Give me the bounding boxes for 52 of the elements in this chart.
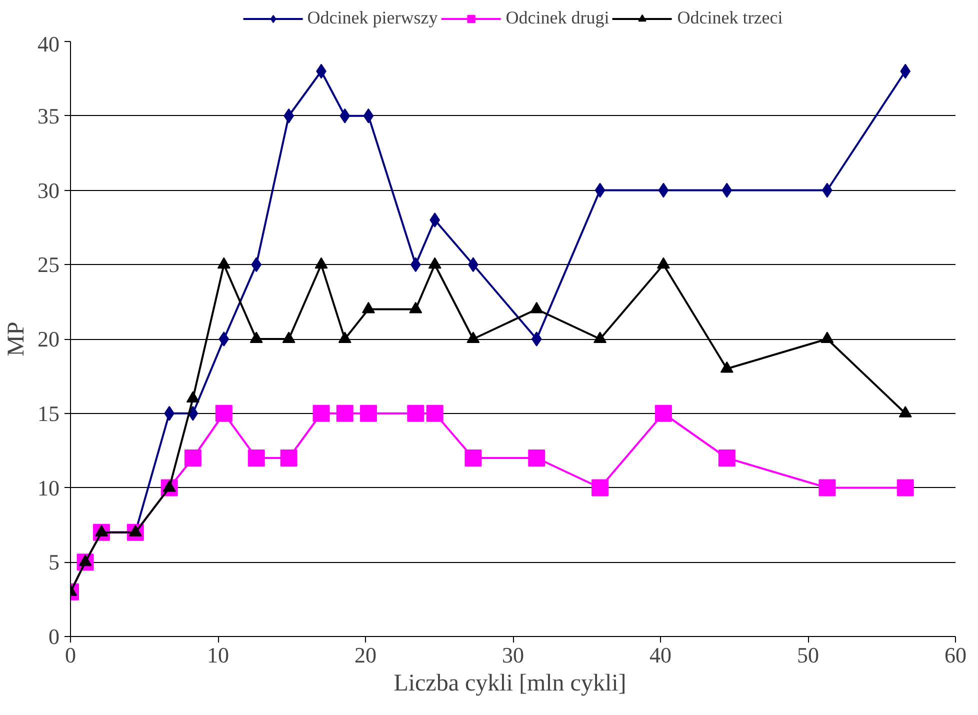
point [654, 404, 672, 422]
point [428, 257, 442, 269]
point [340, 108, 350, 124]
x-tick-label: 20 [354, 642, 376, 668]
point [528, 450, 546, 466]
legend-label: Odcinek pierwszy [307, 8, 438, 28]
point [363, 108, 374, 124]
point [280, 450, 298, 466]
point [215, 404, 232, 422]
point [360, 404, 377, 422]
y-tick-label: 30 [38, 178, 60, 203]
y-tick-label: 10 [38, 475, 60, 500]
y-tick-label: 0 [48, 624, 60, 649]
point [531, 332, 542, 346]
point [896, 479, 914, 496]
point [722, 182, 732, 198]
legend-label: Odcinek trzeci [677, 8, 783, 28]
point [248, 450, 265, 466]
point [592, 479, 609, 496]
y-tick-label: 40 [38, 32, 60, 56]
point [818, 479, 836, 496]
point [594, 182, 606, 198]
x-tick-label: 50 [797, 642, 819, 668]
point [718, 450, 736, 466]
legend-label: Odcinek drugi [506, 8, 610, 28]
x-tick-label: 60 [944, 642, 966, 668]
y-axis-title: MP [4, 322, 30, 356]
point [184, 450, 202, 466]
point [426, 404, 444, 422]
point [251, 257, 262, 272]
point [464, 450, 482, 466]
point [407, 404, 424, 422]
point [314, 257, 328, 269]
point [410, 257, 421, 272]
y-tick-label: 15 [38, 400, 60, 426]
x-tick-label: 40 [650, 642, 672, 668]
x-tick-label: 30 [502, 642, 524, 668]
point [218, 332, 230, 346]
y-tick-label: 25 [38, 252, 60, 278]
point [430, 212, 440, 228]
point [217, 257, 230, 269]
x-axis-title: Liczba cykli [mln cykli] [394, 670, 626, 696]
point [658, 182, 669, 198]
y-tick-label: 35 [38, 103, 60, 128]
x-tick-label: 10 [207, 642, 229, 668]
x-tick-label: 0 [65, 642, 76, 668]
point [312, 404, 330, 422]
point [656, 257, 670, 269]
y-tick-label: 20 [38, 326, 60, 352]
y-tick-label: 5 [48, 550, 60, 575]
point [900, 64, 911, 79]
point [336, 404, 354, 422]
